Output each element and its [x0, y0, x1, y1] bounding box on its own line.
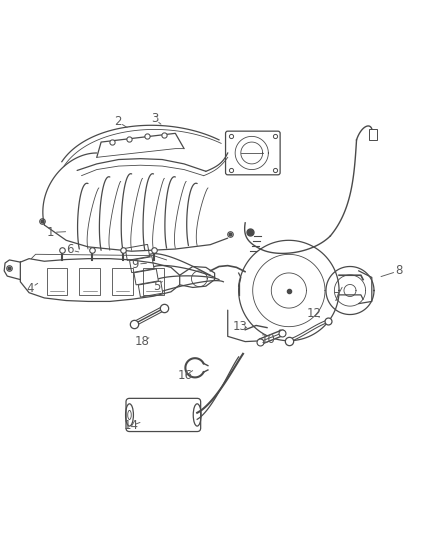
- Bar: [130, 256, 154, 272]
- Text: 9: 9: [131, 258, 139, 271]
- Text: 1: 1: [47, 226, 55, 239]
- Bar: [125, 245, 150, 261]
- Text: 10: 10: [261, 333, 276, 346]
- Text: 12: 12: [307, 307, 321, 320]
- Text: 5: 5: [153, 280, 161, 293]
- Text: 14: 14: [124, 419, 138, 432]
- Bar: [112, 268, 133, 295]
- Text: 18: 18: [135, 335, 150, 348]
- Text: 8: 8: [395, 264, 403, 277]
- Bar: [138, 281, 163, 297]
- Bar: [143, 268, 163, 295]
- Text: 6: 6: [66, 244, 74, 256]
- Bar: [79, 268, 100, 295]
- Text: 3: 3: [151, 112, 158, 125]
- Bar: [46, 268, 67, 295]
- Bar: [369, 129, 378, 140]
- Text: 4: 4: [27, 282, 34, 295]
- Text: 2: 2: [114, 115, 121, 128]
- Text: 16: 16: [177, 369, 192, 382]
- Bar: [134, 269, 159, 285]
- Text: 13: 13: [233, 320, 247, 333]
- Text: 7: 7: [333, 290, 341, 304]
